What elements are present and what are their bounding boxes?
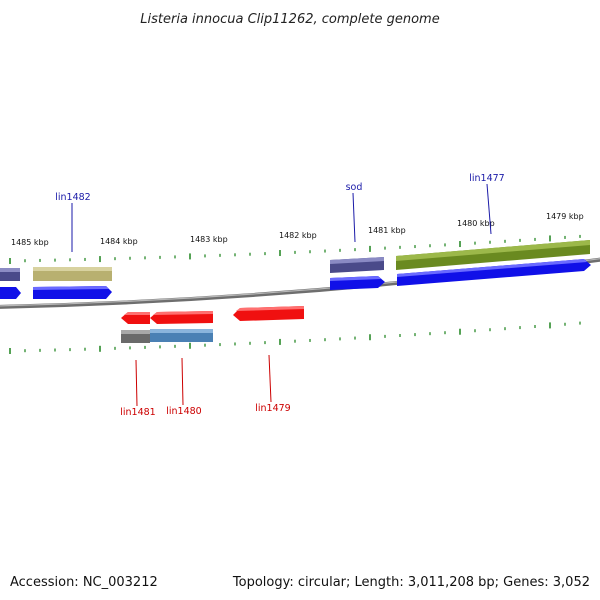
gene-arrow-lin1477[interactable]: [397, 259, 591, 286]
forward-feature-row: [0, 240, 590, 281]
gene-arrow-left-blue[interactable]: [0, 287, 21, 299]
gene-label-lin1480[interactable]: lin1480: [166, 406, 201, 417]
kbp-label-1481: 1481 kbp: [368, 226, 406, 235]
kbp-label-1482: 1482 kbp: [279, 231, 317, 240]
gene-label-lin1481[interactable]: lin1481: [120, 407, 155, 418]
kbp-label-1485: 1485 kbp: [11, 238, 49, 247]
kbp-label-1484: 1484 kbp: [100, 237, 138, 246]
topology-text: Topology: circular; Length: 3,011,208 bp…: [232, 575, 590, 590]
gene-label-lin1482[interactable]: lin1482: [55, 192, 90, 203]
forward-gene-row: [0, 259, 591, 299]
accession-text: Accession: NC_003212: [10, 575, 158, 590]
reverse-feature-row: [121, 329, 213, 343]
upper-tick-track: [9, 234, 581, 264]
kbp-label-1483: 1483 kbp: [190, 235, 228, 244]
label-leaders: [71, 183, 492, 407]
reverse-gene-row: [121, 306, 304, 324]
gene-label-lin1477[interactable]: lin1477: [469, 173, 504, 184]
gene-labels: lin1482 sod lin1477 lin1481 lin1480 lin1…: [55, 173, 504, 418]
kbp-scale: 1485 kbp 1484 kbp 1483 kbp 1482 kbp 1481…: [11, 212, 584, 247]
lower-tick-track: [9, 321, 581, 354]
gene-label-lin1479[interactable]: lin1479: [255, 403, 290, 414]
gene-label-sod[interactable]: sod: [346, 182, 363, 193]
map-title: Listeria innocua Clip11262, complete gen…: [140, 12, 439, 27]
kbp-label-1479: 1479 kbp: [546, 212, 584, 221]
kbp-label-1480: 1480 kbp: [457, 219, 495, 228]
